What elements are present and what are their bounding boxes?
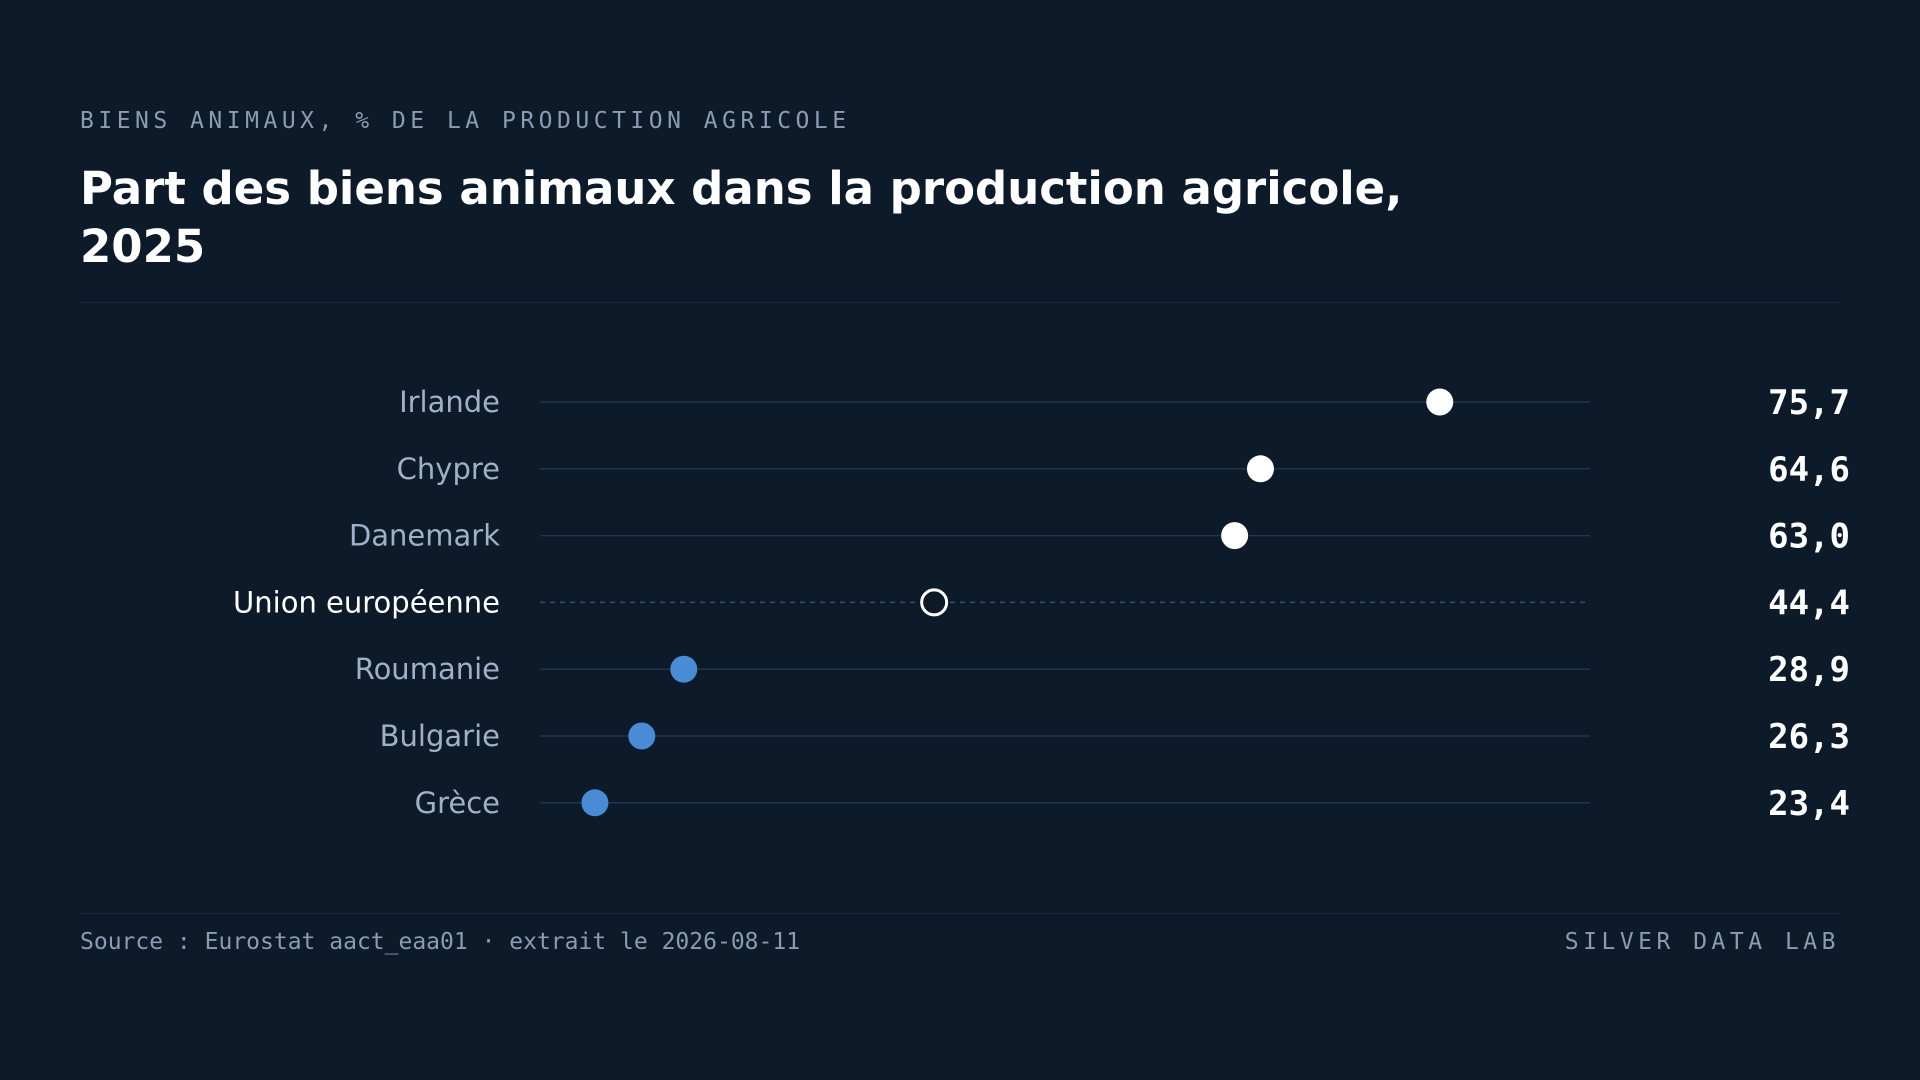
dot-union-europeenne bbox=[920, 588, 949, 617]
dot-roumanie bbox=[670, 655, 698, 683]
row-label-irlande: Irlande bbox=[399, 385, 500, 419]
row-label-roumanie: Roumanie bbox=[355, 652, 500, 686]
dot-grece bbox=[581, 789, 609, 817]
row-label-union-europeenne: Union européenne bbox=[233, 585, 500, 619]
footer-divider bbox=[80, 913, 1840, 914]
value-label-danemark: 63,0 bbox=[1768, 517, 1850, 557]
value-label-chypre: 64,6 bbox=[1768, 450, 1850, 490]
source-note: Source : Eurostat aact_eaa01 · extrait l… bbox=[80, 929, 801, 955]
value-label-union-europeenne: 44,4 bbox=[1768, 583, 1850, 623]
header-divider bbox=[80, 302, 1840, 303]
value-label-roumanie: 28,9 bbox=[1768, 650, 1850, 690]
row-label-danemark: Danemark bbox=[349, 519, 500, 553]
dot-chypre bbox=[1246, 455, 1274, 483]
chart-title: Part des biens animaux dans la productio… bbox=[80, 162, 1403, 273]
row-label-bulgarie: Bulgarie bbox=[380, 719, 500, 753]
dot-bulgarie bbox=[628, 722, 656, 750]
value-label-irlande: 75,7 bbox=[1768, 383, 1850, 423]
value-label-grece: 23,4 bbox=[1768, 784, 1850, 824]
value-label-bulgarie: 26,3 bbox=[1768, 717, 1850, 757]
row-label-grece: Grèce bbox=[415, 786, 500, 820]
chart-eyebrow: BIENS ANIMAUX, % DE LA PRODUCTION AGRICO… bbox=[80, 108, 851, 134]
dot-danemark bbox=[1221, 522, 1249, 550]
dot-irlande bbox=[1426, 388, 1454, 416]
brand-label: SILVER DATA LAB bbox=[1564, 929, 1840, 955]
row-label-chypre: Chypre bbox=[397, 452, 500, 486]
